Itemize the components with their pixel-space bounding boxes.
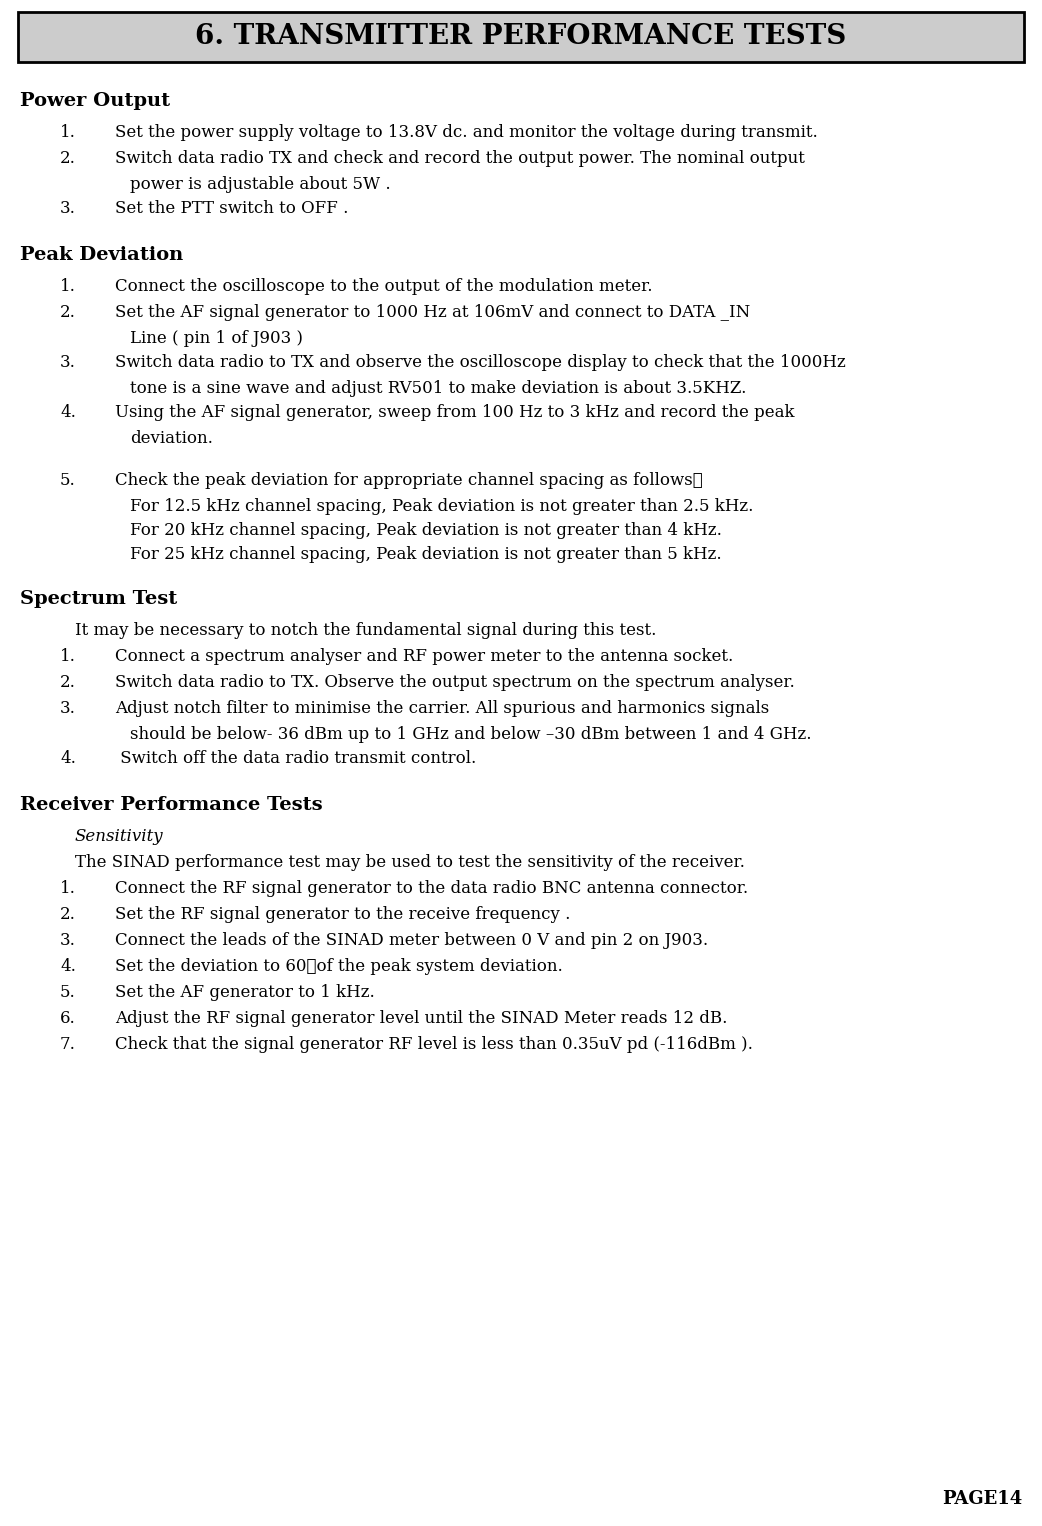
Text: PAGE14: PAGE14 xyxy=(942,1489,1022,1508)
Text: 4.: 4. xyxy=(60,958,76,975)
Text: Peak Deviation: Peak Deviation xyxy=(20,246,183,264)
Text: 2.: 2. xyxy=(60,906,76,923)
Text: 4.: 4. xyxy=(60,749,76,768)
Text: Connect the RF signal generator to the data radio BNC antenna connector.: Connect the RF signal generator to the d… xyxy=(115,881,748,897)
Text: Line ( pin 1 of J903 ): Line ( pin 1 of J903 ) xyxy=(130,330,303,346)
Text: Connect the leads of the SINAD meter between 0 V and pin 2 on J903.: Connect the leads of the SINAD meter bet… xyxy=(115,932,709,949)
Text: 3.: 3. xyxy=(60,200,76,217)
Text: Switch data radio TX and check and record the output power. The nominal output: Switch data radio TX and check and recor… xyxy=(115,150,804,166)
Text: 2.: 2. xyxy=(60,674,76,691)
Text: Set the PTT switch to OFF .: Set the PTT switch to OFF . xyxy=(115,200,348,217)
Text: The SINAD performance test may be used to test the sensitivity of the receiver.: The SINAD performance test may be used t… xyxy=(75,855,745,871)
Text: 5.: 5. xyxy=(60,472,76,488)
Text: 1.: 1. xyxy=(60,278,76,295)
Text: 5.: 5. xyxy=(60,984,76,1001)
Text: For 25 kHz channel spacing, Peak deviation is not greater than 5 kHz.: For 25 kHz channel spacing, Peak deviati… xyxy=(130,546,722,563)
Text: 3.: 3. xyxy=(60,354,76,371)
Text: Spectrum Test: Spectrum Test xyxy=(20,591,177,607)
Text: 7.: 7. xyxy=(60,1036,76,1053)
Text: deviation.: deviation. xyxy=(130,430,213,447)
Text: Connect a spectrum analyser and RF power meter to the antenna socket.: Connect a spectrum analyser and RF power… xyxy=(115,649,734,665)
Text: Power Output: Power Output xyxy=(20,92,170,110)
Text: 1.: 1. xyxy=(60,124,76,140)
Text: Switch off the data radio transmit control.: Switch off the data radio transmit contr… xyxy=(115,749,476,768)
Text: 4.: 4. xyxy=(60,404,76,421)
Text: 3.: 3. xyxy=(60,932,76,949)
Text: Connect the oscilloscope to the output of the modulation meter.: Connect the oscilloscope to the output o… xyxy=(115,278,652,295)
Text: Using the AF signal generator, sweep from 100 Hz to 3 kHz and record the peak: Using the AF signal generator, sweep fro… xyxy=(115,404,794,421)
Text: 3.: 3. xyxy=(60,700,76,717)
Text: Receiver Performance Tests: Receiver Performance Tests xyxy=(20,797,323,813)
Text: Set the RF signal generator to the receive frequency .: Set the RF signal generator to the recei… xyxy=(115,906,570,923)
Text: tone is a sine wave and adjust RV501 to make deviation is about 3.5KHZ.: tone is a sine wave and adjust RV501 to … xyxy=(130,380,746,397)
Text: Adjust the RF signal generator level until the SINAD Meter reads 12 dB.: Adjust the RF signal generator level unt… xyxy=(115,1010,727,1027)
Text: Switch data radio to TX. Observe the output spectrum on the spectrum analyser.: Switch data radio to TX. Observe the out… xyxy=(115,674,795,691)
Text: Sensitivity: Sensitivity xyxy=(75,829,164,845)
Text: 2.: 2. xyxy=(60,150,76,166)
FancyBboxPatch shape xyxy=(18,12,1024,63)
Text: Set the AF generator to 1 kHz.: Set the AF generator to 1 kHz. xyxy=(115,984,375,1001)
Text: power is adjustable about 5W .: power is adjustable about 5W . xyxy=(130,175,391,192)
Text: Set the power supply voltage to 13.8V dc. and monitor the voltage during transmi: Set the power supply voltage to 13.8V dc… xyxy=(115,124,818,140)
Text: 1.: 1. xyxy=(60,649,76,665)
Text: 1.: 1. xyxy=(60,881,76,897)
Text: should be below- 36 dBm up to 1 GHz and below –30 dBm between 1 and 4 GHz.: should be below- 36 dBm up to 1 GHz and … xyxy=(130,726,812,743)
Text: Adjust notch filter to minimise the carrier. All spurious and harmonics signals: Adjust notch filter to minimise the carr… xyxy=(115,700,769,717)
Text: Check that the signal generator RF level is less than 0.35uV pd (-116dBm ).: Check that the signal generator RF level… xyxy=(115,1036,753,1053)
Text: Switch data radio to TX and observe the oscilloscope display to check that the 1: Switch data radio to TX and observe the … xyxy=(115,354,846,371)
Text: 2.: 2. xyxy=(60,304,76,320)
Text: For 12.5 kHz channel spacing, Peak deviation is not greater than 2.5 kHz.: For 12.5 kHz channel spacing, Peak devia… xyxy=(130,497,753,514)
Text: Check the peak deviation for appropriate channel spacing as follows：: Check the peak deviation for appropriate… xyxy=(115,472,702,488)
Text: Set the deviation to 60％of the peak system deviation.: Set the deviation to 60％of the peak syst… xyxy=(115,958,563,975)
Text: 6. TRANSMITTER PERFORMANCE TESTS: 6. TRANSMITTER PERFORMANCE TESTS xyxy=(196,23,846,50)
Text: Set the AF signal generator to 1000 Hz at 106mV and connect to DATA _IN: Set the AF signal generator to 1000 Hz a… xyxy=(115,304,750,320)
Text: 6.: 6. xyxy=(60,1010,76,1027)
Text: For 20 kHz channel spacing, Peak deviation is not greater than 4 kHz.: For 20 kHz channel spacing, Peak deviati… xyxy=(130,522,722,539)
Text: It may be necessary to notch the fundamental signal during this test.: It may be necessary to notch the fundame… xyxy=(75,623,656,639)
